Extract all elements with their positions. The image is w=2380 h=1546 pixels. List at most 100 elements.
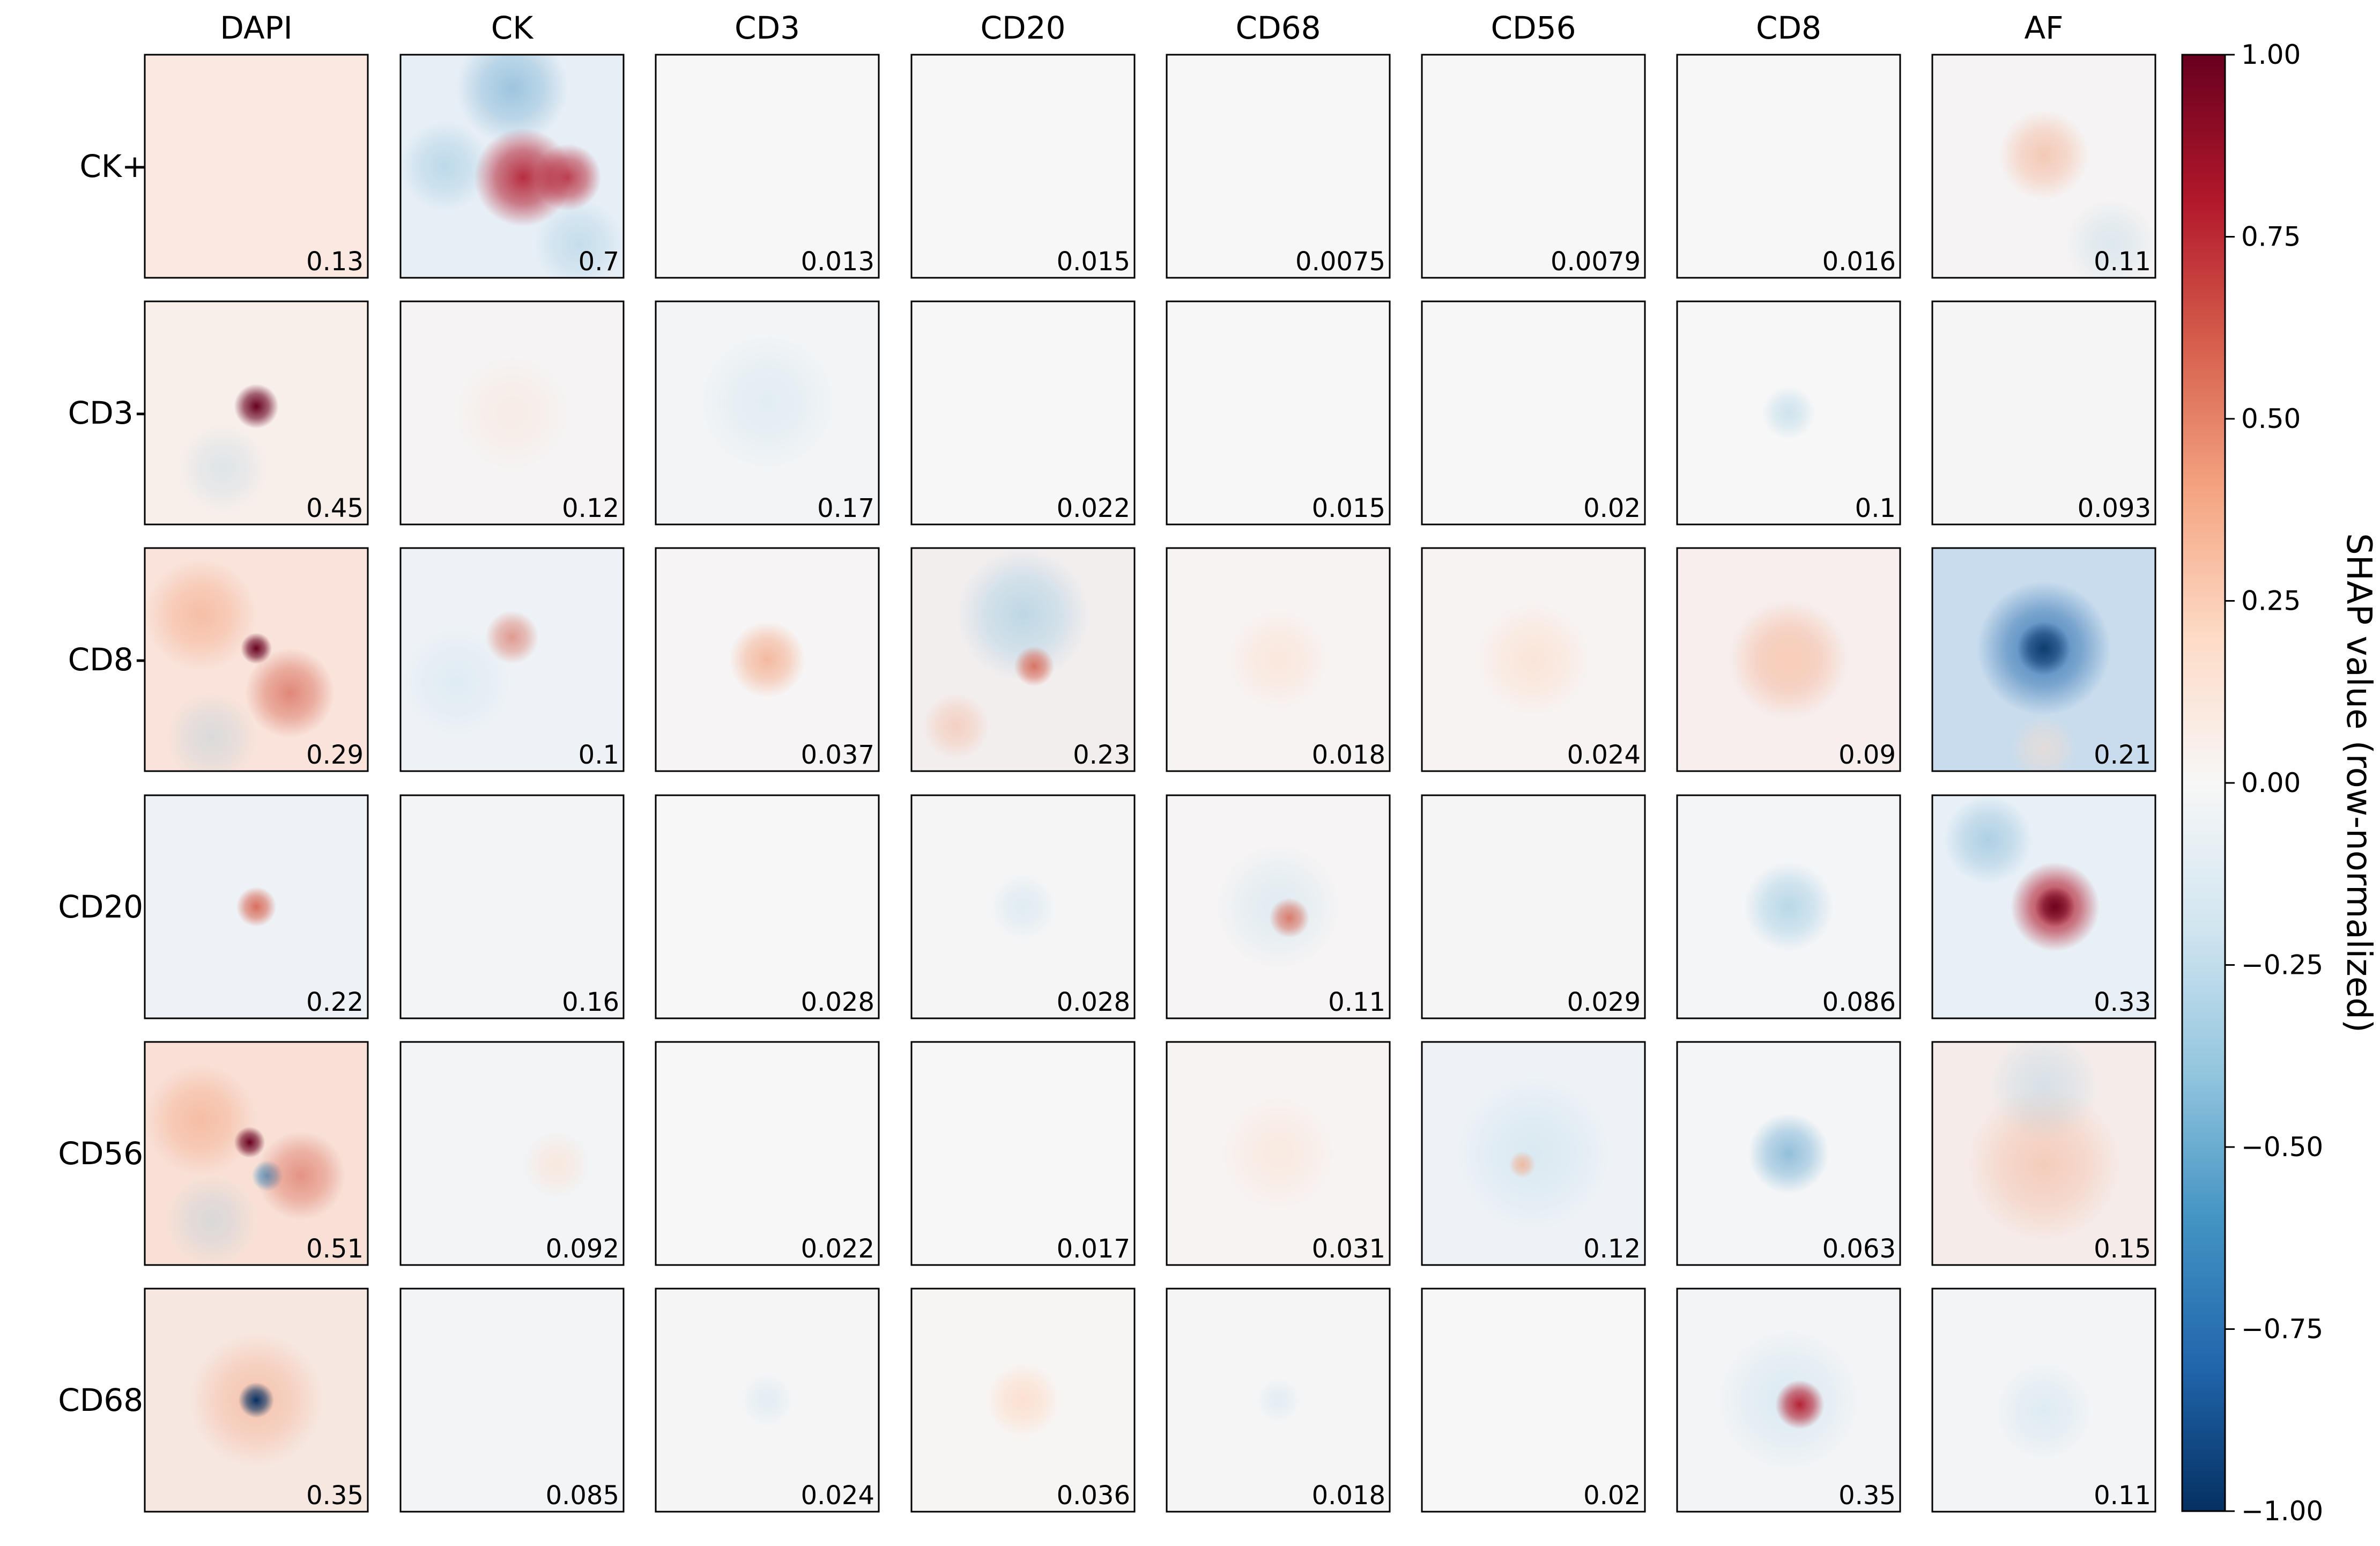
panel-value-label: 0.13	[306, 247, 364, 277]
panel-value-label: 0.022	[1057, 493, 1130, 523]
panel-cd3pos-af: 0.093	[1931, 300, 2156, 526]
panel-cd20pos-af: 0.33	[1931, 794, 2156, 1019]
panel-frame	[144, 300, 369, 526]
panel-ckpos-ck: 0.7	[399, 54, 625, 279]
panel-value-label: 0.085	[546, 1481, 619, 1511]
panel-frame	[1421, 794, 1646, 1019]
panel-frame	[1421, 1041, 1646, 1266]
panel-frame	[1166, 547, 1391, 772]
panel-frame	[1931, 547, 2156, 772]
panel-ckpos-dapi: 0.13	[144, 54, 369, 279]
panel-ckpos-cd3: 0.013	[655, 54, 880, 279]
panel-value-label: 0.018	[1312, 1481, 1385, 1511]
panel-frame	[1931, 1288, 2156, 1513]
panel-cd8pos-ck: 0.1	[399, 547, 625, 772]
panel-cd68pos-cd3: 0.024	[655, 1288, 880, 1513]
panel-value-label: 0.11	[2094, 1481, 2151, 1511]
panel-frame	[655, 1041, 880, 1266]
panel-frame	[1166, 54, 1391, 279]
panel-frame	[1421, 1288, 1646, 1513]
panel-cd68pos-cd56: 0.02	[1421, 1288, 1646, 1513]
panel-value-label: 0.016	[1822, 247, 1896, 277]
panel-value-label: 0.022	[801, 1234, 874, 1264]
panel-cd56pos-ck: 0.092	[399, 1041, 625, 1266]
panel-cd56pos-cd3: 0.022	[655, 1041, 880, 1266]
panel-value-label: 0.09	[1838, 740, 1896, 770]
panel-ckpos-cd20: 0.015	[910, 54, 1136, 279]
panel-value-label: 0.11	[2094, 247, 2151, 277]
panel-cd20pos-dapi: 0.22	[144, 794, 369, 1019]
panel-cd68pos-cd68: 0.018	[1166, 1288, 1391, 1513]
panel-frame	[1931, 1041, 2156, 1266]
panel-frame	[910, 794, 1136, 1019]
panel-frame	[1676, 547, 1901, 772]
panel-frame	[1931, 54, 2156, 279]
panel-value-label: 0.22	[306, 987, 364, 1017]
panel-frame	[910, 547, 1136, 772]
panel-frame	[1166, 794, 1391, 1019]
panel-cd56pos-cd8: 0.063	[1676, 1041, 1901, 1266]
panel-cd3pos-cd56: 0.02	[1421, 300, 1646, 526]
panel-frame	[910, 1288, 1136, 1513]
panel-cd20pos-cd56: 0.029	[1421, 794, 1646, 1019]
column-label-ck: CK	[491, 10, 534, 46]
panel-value-label: 0.018	[1312, 740, 1385, 770]
panel-cd20pos-cd3: 0.028	[655, 794, 880, 1019]
panel-value-label: 0.17	[817, 493, 874, 523]
panel-frame	[655, 300, 880, 526]
panel-cd20pos-cd68: 0.11	[1166, 794, 1391, 1019]
panel-frame	[144, 1041, 369, 1266]
panel-cd56pos-cd68: 0.031	[1166, 1041, 1391, 1266]
panel-value-label: 0.15	[2094, 1234, 2151, 1264]
panel-cd3pos-cd8: 0.1	[1676, 300, 1901, 526]
panel-ckpos-cd8: 0.016	[1676, 54, 1901, 279]
panel-value-label: 0.23	[1073, 740, 1130, 770]
panel-frame	[1676, 794, 1901, 1019]
panel-value-label: 0.12	[1583, 1234, 1641, 1264]
colorbar-tick-label: 0.25	[2241, 586, 2301, 617]
column-label-cd3: CD3	[735, 10, 800, 46]
panel-frame	[655, 54, 880, 279]
panel-frame	[399, 1041, 625, 1266]
panel-frame	[1676, 54, 1901, 279]
column-label-cd8: CD8	[1756, 10, 1821, 46]
panel-frame	[144, 547, 369, 772]
panel-cd68pos-cd8: 0.35	[1676, 1288, 1901, 1513]
panel-value-label: 0.092	[546, 1234, 619, 1264]
panel-frame	[1676, 300, 1901, 526]
panel-frame	[399, 300, 625, 526]
panel-value-label: 0.1	[1855, 493, 1896, 523]
panel-cd8pos-cd3: 0.037	[655, 547, 880, 772]
panel-value-label: 0.063	[1822, 1234, 1896, 1264]
panel-cd68pos-af: 0.11	[1931, 1288, 2156, 1513]
column-label-dapi: DAPI	[220, 10, 292, 46]
colorbar-tick-label: 0.00	[2241, 767, 2301, 798]
colorbar-gradient	[2182, 55, 2225, 1511]
colorbar-tick-label: −0.50	[2241, 1131, 2323, 1163]
panel-ckpos-cd56: 0.0079	[1421, 54, 1646, 279]
colorbar-tick-label: 1.00	[2241, 39, 2301, 70]
panel-value-label: 0.017	[1057, 1234, 1130, 1264]
panel-value-label: 0.7	[579, 247, 619, 277]
colorbar-tick-label: −0.25	[2241, 950, 2323, 981]
panel-frame	[144, 794, 369, 1019]
panel-value-label: 0.037	[801, 740, 874, 770]
panel-value-label: 0.0079	[1551, 247, 1641, 277]
panel-value-label: 0.45	[306, 493, 364, 523]
panel-value-label: 0.024	[1567, 740, 1641, 770]
panel-frame	[144, 54, 369, 279]
panel-cd56pos-af: 0.15	[1931, 1041, 2156, 1266]
panel-frame	[1166, 1041, 1391, 1266]
panel-frame	[399, 794, 625, 1019]
row-label-ck-pos: CK+	[79, 148, 147, 184]
panel-value-label: 0.35	[1838, 1481, 1896, 1511]
panel-frame	[399, 1288, 625, 1513]
panel-frame	[1676, 1288, 1901, 1513]
panel-value-label: 0.16	[562, 987, 619, 1017]
panel-value-label: 0.024	[801, 1481, 874, 1511]
panel-value-label: 0.29	[306, 740, 364, 770]
panel-frame	[1421, 300, 1646, 526]
colorbar: 1.00 0.75 0.50 0.25 0.00 −0.25 −0.50 −0.75 −1.00…	[2181, 39, 2378, 1527]
panel-frame	[655, 794, 880, 1019]
